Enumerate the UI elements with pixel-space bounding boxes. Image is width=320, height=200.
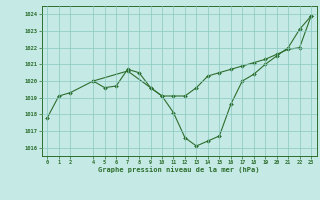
X-axis label: Graphe pression niveau de la mer (hPa): Graphe pression niveau de la mer (hPa) bbox=[99, 167, 260, 173]
